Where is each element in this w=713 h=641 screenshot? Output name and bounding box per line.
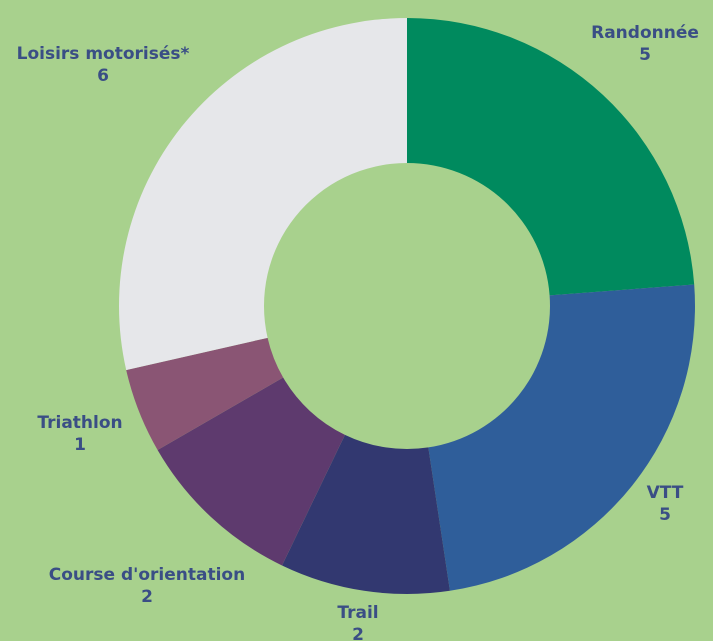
slice-vtt [428, 284, 695, 591]
slice-triathlon [126, 337, 284, 450]
slice-value-course-d-orientation: 2 [141, 587, 153, 607]
slice-trail [282, 434, 450, 594]
slice-label-triathlon: Triathlon [37, 413, 122, 433]
slice-value-vtt: 5 [659, 505, 671, 525]
slice-label-vtt: VTT [647, 483, 684, 503]
slice-label-randonnee: Randonnée [591, 23, 699, 43]
slice-label-loisirs-motorises: Loisirs motorisés* [17, 44, 190, 64]
slice-loisirs-motorises [118, 18, 407, 371]
slice-label-course-d-orientation: Course d'orientation [49, 565, 245, 585]
slice-value-randonnee: 5 [639, 45, 651, 65]
slice-course-d-orientation [157, 377, 345, 566]
slice-label-trail: Trail [337, 603, 378, 623]
slice-randonnee [407, 18, 695, 296]
slice-value-triathlon: 1 [74, 435, 86, 455]
slice-value-trail: 2 [352, 625, 364, 641]
slices-layer [118, 18, 695, 594]
slice-value-loisirs-motorises: 6 [97, 66, 109, 86]
